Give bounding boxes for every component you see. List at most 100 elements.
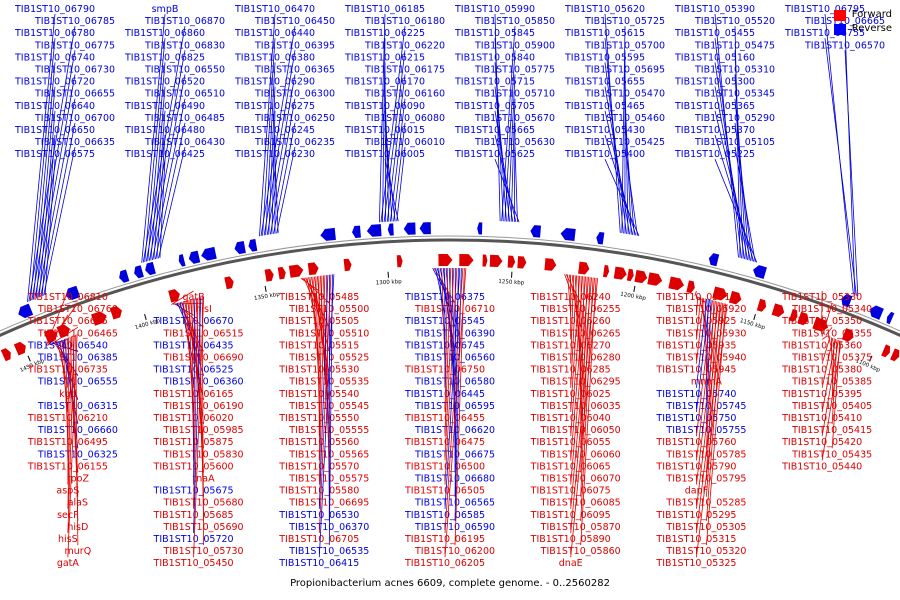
- gene-label: tnaA: [193, 474, 216, 485]
- gene-label: TIB1ST10_06315: [37, 401, 118, 412]
- label-leader-line: [151, 98, 186, 260]
- gene-label: TIB1ST10_05510: [288, 328, 369, 339]
- label-leader-line: [67, 337, 70, 485]
- gene-label: TIB1ST10_05840: [454, 52, 535, 63]
- gene-label: TIB1ST10_06780: [14, 28, 95, 39]
- forward-gene-arrow: [288, 264, 304, 278]
- gene-label: TIB1ST10_06565: [414, 498, 495, 509]
- label-leader-line: [444, 267, 449, 413]
- reverse-gene-arrow: [753, 265, 767, 279]
- gene-label: TIB1ST10_05450: [153, 558, 234, 569]
- reverse-gene-arrow: [708, 253, 720, 267]
- gene-label: TIB1ST10_05285: [665, 498, 746, 509]
- forward-gene-arrow: [890, 348, 900, 362]
- label-leader-line: [714, 110, 752, 261]
- gene-label: TIB1ST10_05525: [288, 353, 369, 364]
- gene-label: TIB1ST10_06365: [254, 65, 335, 76]
- reverse-gene-arrow: [403, 222, 416, 235]
- gene-label: TIB1ST10_06665: [804, 16, 885, 27]
- gene-label: TIB1ST10_06080: [364, 113, 445, 124]
- legend-forward: Forward: [833, 8, 892, 22]
- label-leader-line: [384, 134, 396, 222]
- label-leader-line: [30, 38, 56, 301]
- gene-label: TIB1ST10_05775: [474, 65, 555, 76]
- gene-label: TIB1ST10_06085: [540, 498, 621, 509]
- label-leader-line: [604, 86, 631, 235]
- gene-label: TIB1ST10_05620: [564, 4, 645, 15]
- label-leader-line: [696, 304, 728, 558]
- label-leader-line: [444, 267, 458, 485]
- reverse-gene-arrow: [869, 305, 884, 320]
- label-leader-line: [844, 50, 859, 297]
- forward-gene-arrow: [728, 290, 742, 305]
- gene-label: TIB1ST10_06455: [404, 413, 485, 424]
- gene-label: TIB1ST10_06425: [124, 149, 205, 160]
- gene-label: TIB1ST10_06480: [124, 125, 205, 136]
- gene-label: TIB1ST10_06225: [344, 28, 425, 39]
- label-leader-line: [822, 302, 833, 335]
- label-leader-line: [714, 86, 749, 260]
- reverse-gene-arrow: [201, 246, 217, 261]
- label-leader-line: [318, 275, 326, 485]
- forward-gene-arrow: [668, 276, 685, 291]
- reverse-gene-arrow: [18, 303, 34, 319]
- gene-label: TIB1ST10_06645: [27, 316, 108, 327]
- forward-gene-arrow: [578, 261, 590, 275]
- gene-label: TIB1ST10_06195: [404, 534, 485, 545]
- forward-gene-arrow: [626, 268, 634, 282]
- gene-label: kgd: [59, 389, 77, 400]
- label-leader-line: [141, 13, 166, 263]
- gene-label: hisI: [195, 304, 211, 315]
- gene-label: TIB1ST10_06705: [278, 534, 359, 545]
- gene-label: TIB1ST10_06230: [234, 149, 315, 160]
- forward-gene-arrow: [517, 256, 527, 269]
- gene-label: TIB1ST10_05365: [674, 101, 755, 112]
- gene-label: TIB1ST10_06445: [404, 389, 485, 400]
- label-leader-line: [696, 303, 725, 534]
- gene-label: TIB1ST10_06510: [144, 89, 225, 100]
- label-leader-line: [604, 159, 640, 237]
- label-leader-line: [624, 147, 638, 236]
- legend: Forward Reverse: [833, 8, 892, 36]
- reverse-gene-arrow: [477, 222, 483, 235]
- gene-label: TIB1ST10_05370: [674, 125, 755, 136]
- label-leader-line: [271, 110, 276, 235]
- gene-label: TIB1ST10_06395: [254, 40, 335, 51]
- gene-label: TIB1ST10_06390: [414, 328, 495, 339]
- gene-label: TIB1ST10_06580: [414, 377, 495, 388]
- label-leader-line: [494, 159, 520, 223]
- legend-forward-label: Forward: [851, 9, 892, 20]
- gene-label: TIB1ST10_05310: [694, 65, 775, 76]
- label-leader-line: [513, 122, 516, 222]
- gene-label: TIB1ST10_05600: [153, 461, 234, 472]
- scale-tick-mark: [869, 355, 873, 362]
- gene-label: TIB1ST10_05340: [791, 304, 872, 315]
- gene-label: TIB1ST10_05595: [564, 52, 645, 63]
- gene-label: TIB1ST10_06055: [530, 437, 611, 448]
- gene-label: TIB1ST10_06170: [344, 77, 425, 88]
- gene-label: TIB1ST10_06015: [344, 125, 425, 136]
- forward-gene-arrow: [686, 280, 695, 294]
- label-leader-line: [567, 274, 572, 316]
- label-leader-line: [396, 147, 406, 222]
- gene-label: TIB1ST10_06075: [530, 486, 611, 497]
- reverse-gene-arrow: [560, 228, 576, 241]
- gene-label: TIB1ST10_05925: [655, 316, 736, 327]
- reverse-swatch: [833, 23, 846, 35]
- gene-label: TIB1ST10_06270: [530, 340, 611, 351]
- gene-label: TIB1ST10_05990: [454, 4, 535, 15]
- forward-gene-arrow: [482, 254, 488, 267]
- label-leader-line: [570, 277, 593, 509]
- gene-label: TIB1ST10_05670: [474, 113, 555, 124]
- gene-label: TIB1ST10_05790: [655, 461, 736, 472]
- gene-label: TIB1ST10_06360: [163, 377, 244, 388]
- gene-label: TIB1ST10_06090: [344, 101, 425, 112]
- reverse-gene-arrow: [65, 285, 81, 300]
- gene-label: TIB1ST10_06465: [37, 328, 118, 339]
- gene-label: TIB1ST10_06730: [34, 65, 115, 76]
- label-leader-line: [844, 26, 856, 296]
- gene-label: TIB1ST10_06220: [364, 40, 445, 51]
- forward-gene-arrow: [507, 255, 516, 268]
- forward-gene-arrow: [43, 329, 58, 344]
